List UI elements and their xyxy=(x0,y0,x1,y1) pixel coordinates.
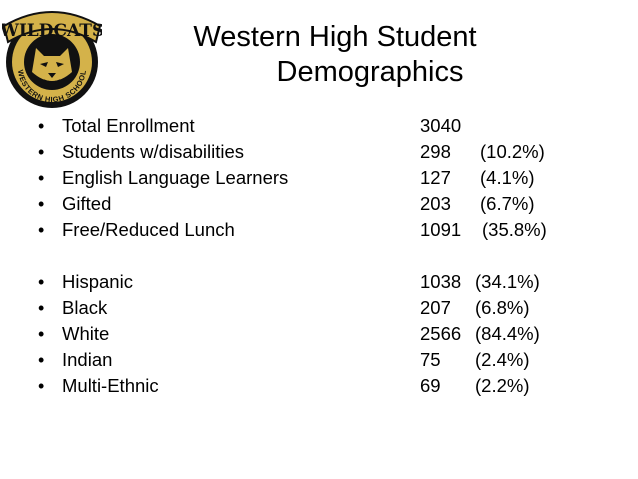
item-label: English Language Learners xyxy=(62,167,289,188)
item-percent: (6.8%) xyxy=(475,297,530,318)
bullet: • xyxy=(38,324,45,344)
enrollment-list: • Total Enrollment 3040 • Students w/dis… xyxy=(0,113,638,243)
item-label: Total Enrollment xyxy=(62,115,195,136)
logo-top-text: WILDCATS xyxy=(2,21,102,41)
bullet: • xyxy=(38,142,45,162)
item-label: Hispanic xyxy=(62,271,133,292)
bullet: • xyxy=(38,298,45,318)
list-item: • Free/Reduced Lunch 1091 (35.8%) xyxy=(0,217,638,243)
bullet: • xyxy=(38,220,45,240)
list-item: • Hispanic 1038 (34.1%) xyxy=(0,269,638,295)
item-percent: (4.1%) xyxy=(480,167,535,188)
slide-title: Western High Student Demographics xyxy=(110,20,560,90)
bullet: • xyxy=(38,194,45,214)
item-percent: (2.2%) xyxy=(475,375,530,396)
list-item: • Students w/disabilities 298 (10.2%) xyxy=(0,139,638,165)
item-count: 207 xyxy=(420,297,451,318)
bullet: • xyxy=(38,350,45,370)
item-percent: (10.2%) xyxy=(480,141,545,162)
item-count: 127 xyxy=(420,167,451,188)
item-count: 298 xyxy=(420,141,451,162)
list-item: • Black 207 (6.8%) xyxy=(0,295,638,321)
item-count: 69 xyxy=(420,375,441,396)
list-item: • Multi-Ethnic 69 (2.2%) xyxy=(0,373,638,399)
item-label: Multi-Ethnic xyxy=(62,375,159,396)
item-percent: (2.4%) xyxy=(475,349,530,370)
list-item: • White 2566 (84.4%) xyxy=(0,321,638,347)
title-line-1: Western High Student xyxy=(193,21,477,53)
list-item: • English Language Learners 127 (4.1%) xyxy=(0,165,638,191)
item-count: 75 xyxy=(420,349,441,370)
item-percent: (34.1%) xyxy=(475,271,540,292)
item-label: White xyxy=(62,323,110,344)
item-count: 2566 xyxy=(420,323,462,344)
item-label: Black xyxy=(62,297,108,318)
item-count: 1038 xyxy=(420,271,462,292)
item-percent: (6.7%) xyxy=(480,193,535,214)
list-item: • Total Enrollment 3040 xyxy=(0,113,638,139)
list-item: • Indian 75 (2.4%) xyxy=(0,347,638,373)
wildcat-head-icon xyxy=(32,48,72,83)
item-percent: (35.8%) xyxy=(482,219,547,240)
item-label: Free/Reduced Lunch xyxy=(62,219,235,240)
item-count: 203 xyxy=(420,193,451,214)
bullet: • xyxy=(38,376,45,396)
bullet: • xyxy=(38,272,45,292)
bullet: • xyxy=(38,116,45,136)
ethnicity-list: • Hispanic 1038 (34.1%) • Black 207 (6.8… xyxy=(0,269,638,399)
item-label: Gifted xyxy=(62,193,112,214)
item-count: 3040 xyxy=(420,115,462,136)
item-label: Students w/disabilities xyxy=(62,141,245,162)
bullet: • xyxy=(38,168,45,188)
item-percent: (84.4%) xyxy=(475,323,540,344)
wildcats-logo: WILDCATS WESTERN HIGH SCHOOL xyxy=(2,11,102,108)
logo-banner xyxy=(2,11,102,44)
item-count: 1091 xyxy=(420,219,462,240)
title-line-2: Demographics xyxy=(276,56,464,88)
list-item: • Gifted 203 (6.7%) xyxy=(0,191,638,217)
item-label: Indian xyxy=(62,349,113,370)
